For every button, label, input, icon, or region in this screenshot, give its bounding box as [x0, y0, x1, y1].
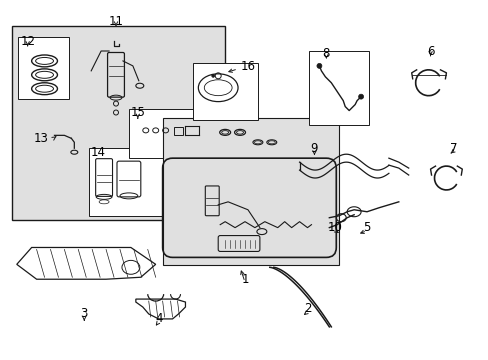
Text: 8: 8 — [322, 48, 329, 60]
Text: 4: 4 — [155, 312, 162, 325]
Bar — [12, 26, 224, 220]
Circle shape — [316, 63, 321, 68]
Text: 11: 11 — [108, 15, 123, 28]
Text: 7: 7 — [448, 142, 456, 155]
Text: 16: 16 — [240, 60, 255, 73]
Text: 14: 14 — [90, 146, 105, 159]
Text: 15: 15 — [130, 106, 145, 119]
Bar — [129, 109, 210, 158]
Circle shape — [211, 74, 214, 77]
Text: 3: 3 — [81, 307, 88, 320]
Bar — [309, 51, 368, 125]
Bar — [163, 118, 339, 265]
Text: 13: 13 — [34, 132, 49, 145]
Text: 2: 2 — [303, 302, 311, 315]
Text: 12: 12 — [20, 35, 35, 48]
Bar — [18, 37, 69, 99]
Text: 9: 9 — [310, 142, 318, 155]
Text: 6: 6 — [426, 45, 433, 58]
Bar — [89, 148, 170, 216]
Bar — [173, 127, 183, 135]
Text: 5: 5 — [363, 221, 370, 234]
Text: 1: 1 — [241, 273, 248, 286]
Text: 10: 10 — [327, 221, 342, 234]
Bar — [193, 63, 257, 121]
Circle shape — [358, 94, 363, 99]
